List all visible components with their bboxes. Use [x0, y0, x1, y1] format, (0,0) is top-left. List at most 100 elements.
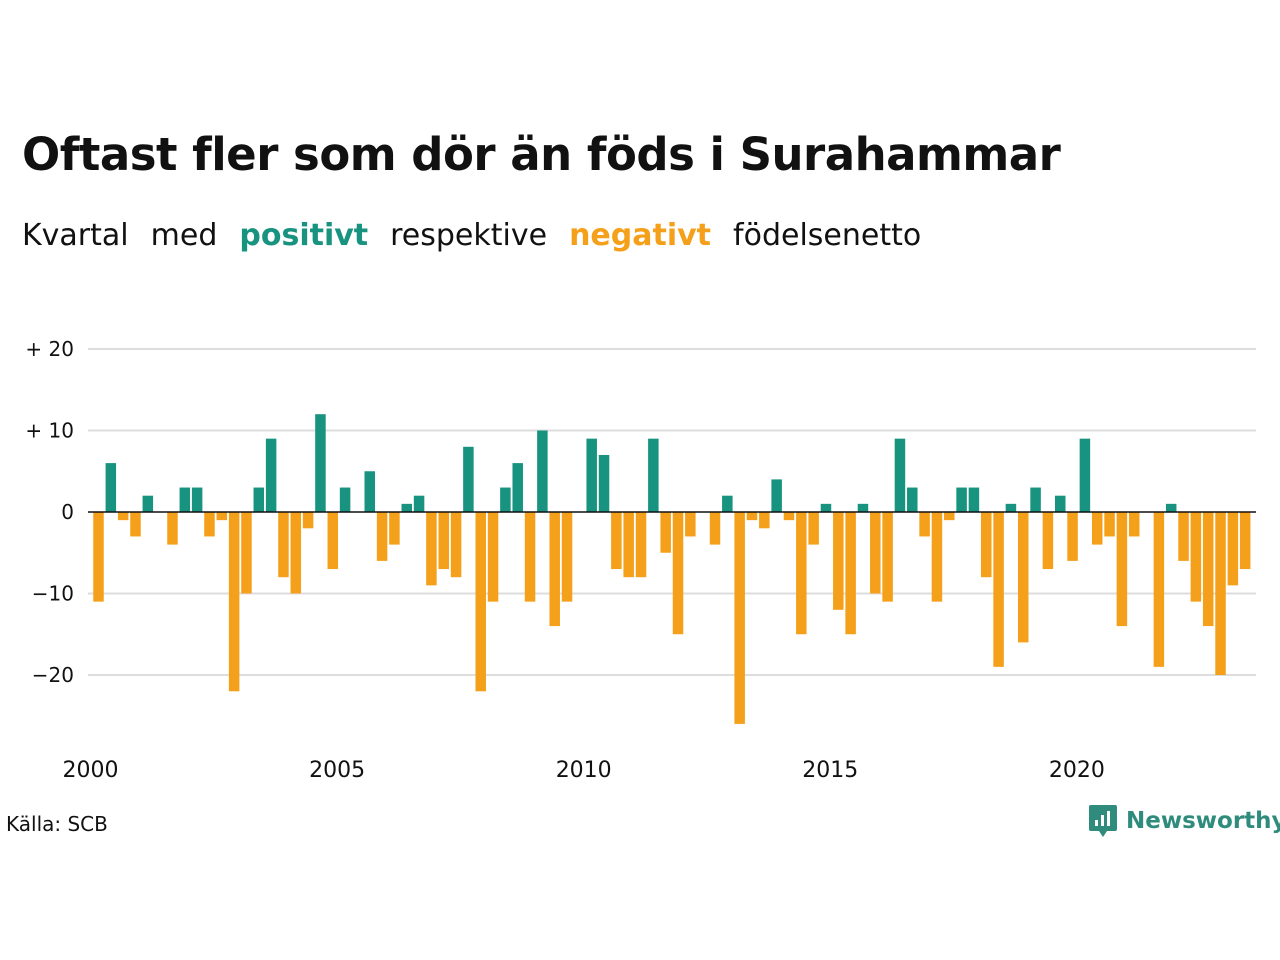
- bar: [1202, 512, 1214, 627]
- bar: [413, 495, 425, 512]
- bar: [512, 463, 523, 512]
- bar: [549, 512, 560, 627]
- bar: [894, 438, 906, 512]
- bar: [204, 512, 215, 537]
- bar: [672, 512, 684, 635]
- bar: [426, 512, 437, 586]
- bar: [179, 487, 191, 512]
- x-tick-label: 2015: [802, 758, 858, 783]
- y-tick-label: 0: [61, 500, 74, 524]
- brand-name: Newsworthy: [1126, 808, 1280, 834]
- bar: [1018, 512, 1029, 643]
- brand-logo[interactable]: Newsworthy: [1088, 803, 1280, 839]
- bar: [635, 512, 647, 578]
- bar: [561, 512, 573, 602]
- bar: [117, 512, 129, 521]
- bar: [302, 512, 314, 529]
- bar: [278, 512, 289, 578]
- bar: [216, 512, 228, 521]
- bar: [487, 512, 499, 602]
- bar: [1153, 512, 1165, 667]
- bar: [463, 446, 474, 512]
- bar: [130, 512, 141, 537]
- bar: [968, 487, 980, 512]
- x-axis-ticks: 2000 2005 2010 2015 2020: [63, 758, 1105, 783]
- y-axis-ticks: + 20 + 10 0 −10 −20: [25, 337, 74, 687]
- bar: [722, 495, 733, 512]
- y-tick-label: −20: [32, 663, 74, 687]
- subtitle-word: födelsenetto: [733, 218, 922, 253]
- bar: [1054, 495, 1066, 512]
- bar: [500, 487, 511, 512]
- bar: [1042, 512, 1054, 570]
- bar: [475, 512, 486, 692]
- bar: [241, 512, 252, 594]
- bar: [907, 487, 918, 512]
- bar: [611, 512, 622, 570]
- bar: [105, 463, 117, 512]
- bar: [167, 512, 178, 545]
- bar: [796, 512, 807, 635]
- bar: [1091, 512, 1103, 545]
- bar: [734, 512, 745, 724]
- bar: [870, 512, 881, 594]
- bar: [598, 454, 610, 512]
- bar: [1178, 512, 1189, 561]
- bar: [1165, 503, 1177, 512]
- bar: [1067, 512, 1078, 561]
- bar: [746, 512, 758, 521]
- bar: [339, 487, 351, 512]
- bar: [1079, 438, 1091, 512]
- bar: [142, 495, 154, 512]
- bar: [93, 512, 104, 602]
- bar: [315, 414, 326, 512]
- bar: [808, 512, 819, 545]
- bar: [265, 438, 277, 512]
- bar: [1128, 512, 1140, 537]
- bar: [833, 512, 844, 610]
- bar: [1005, 503, 1017, 512]
- newsworthy-logo-icon: [1089, 805, 1117, 837]
- bar: [1190, 512, 1202, 602]
- bar: [1239, 512, 1251, 570]
- bar: [228, 512, 240, 692]
- bar: [709, 512, 721, 545]
- bar: [438, 512, 449, 570]
- bar: [931, 512, 943, 602]
- bar: [191, 487, 203, 512]
- source-note: Källa: SCB: [6, 812, 108, 836]
- subtitle-word: Kvartal: [22, 218, 129, 253]
- bar: [660, 512, 671, 553]
- legend-positive: positivt: [239, 218, 369, 253]
- bar: [882, 512, 893, 602]
- gridlines: [88, 348, 1256, 676]
- bar: [783, 512, 795, 521]
- bar: [1030, 487, 1041, 512]
- bar: [401, 503, 412, 512]
- bar: [376, 512, 388, 561]
- bar: [389, 512, 400, 545]
- y-tick-label: −10: [32, 582, 74, 606]
- bar: [759, 512, 770, 529]
- bar: [820, 503, 832, 512]
- bar: [1104, 512, 1115, 537]
- x-tick-label: 2005: [309, 758, 365, 783]
- bar: [623, 512, 634, 578]
- bars: [93, 414, 1251, 724]
- y-tick-label: + 10: [25, 419, 74, 443]
- bar: [253, 487, 265, 512]
- bar: [857, 503, 869, 512]
- bar: [1215, 512, 1226, 675]
- bar: [771, 479, 782, 512]
- bar: [327, 512, 339, 570]
- subtitle-word: respektive: [390, 218, 548, 253]
- legend-negative: negativt: [569, 218, 712, 253]
- bar: [648, 438, 659, 512]
- chart-title: Oftast fler som dör än föds i Surahammar: [22, 128, 1061, 181]
- x-tick-label: 2000: [63, 758, 119, 783]
- subtitle-word: med: [150, 218, 218, 253]
- bar: [944, 512, 955, 521]
- x-tick-label: 2020: [1049, 758, 1105, 783]
- bar: [981, 512, 992, 578]
- bar: [290, 512, 302, 594]
